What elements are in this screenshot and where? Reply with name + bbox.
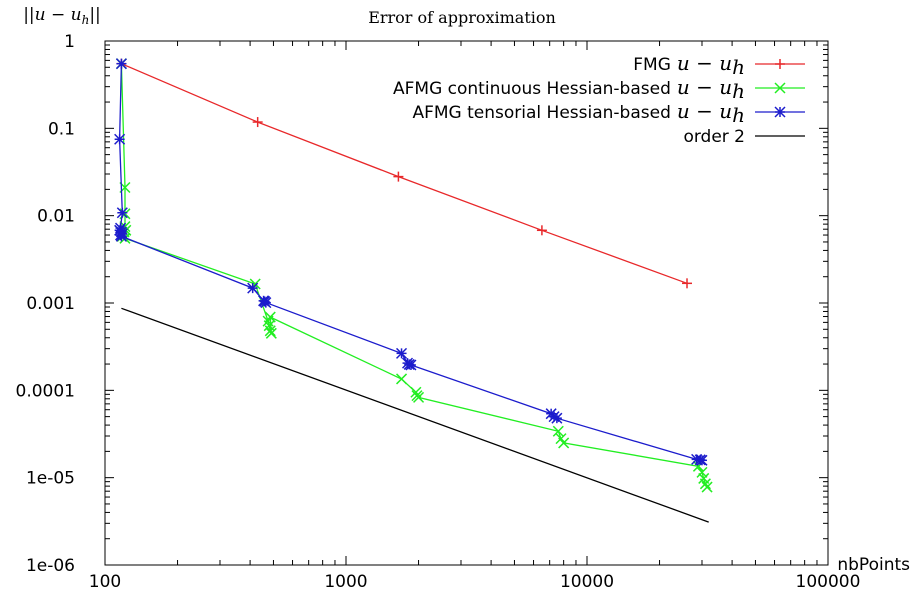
series-afmg-continuous-hessian-based [115, 58, 713, 493]
series-order-2 [121, 307, 709, 523]
series-afmg-tensorial-hessian-based [114, 58, 708, 466]
y-tick-label: 0.0001 [16, 381, 75, 401]
marker-stroke [696, 454, 708, 466]
data-point [115, 230, 127, 242]
series-line [118, 63, 703, 461]
y-tick-label: 0.1 [48, 119, 75, 139]
y-tick-label: 0.01 [37, 207, 75, 227]
marker-stroke [260, 297, 272, 309]
marker-stroke [701, 481, 713, 493]
legend-label: AFMG continuous Hessian-based u − uh [393, 75, 745, 103]
data-point [265, 327, 277, 339]
marker-stroke [265, 327, 277, 339]
legend-name: FMG [633, 55, 671, 75]
x-tick-label: 1000 [324, 572, 367, 592]
marker-stroke [558, 437, 570, 449]
data-point [260, 297, 272, 309]
x-tick-label: 10000 [560, 572, 614, 592]
marker-stroke [696, 466, 708, 478]
data-point [393, 171, 404, 182]
data-point [558, 437, 570, 449]
data-point [410, 386, 422, 398]
marker-stroke [114, 133, 126, 145]
legend-math: u − u [677, 99, 732, 123]
data-point [264, 311, 276, 323]
marker-stroke [413, 391, 425, 403]
legend-marker [775, 59, 785, 69]
data-point [682, 278, 693, 289]
data-point [405, 359, 417, 371]
data-point [701, 481, 713, 493]
legend-math-sub: h [732, 55, 745, 79]
legend-name: AFMG continuous Hessian-based [393, 79, 671, 99]
legend-marker [774, 82, 786, 94]
data-point [551, 412, 563, 424]
legend-math: u − u [677, 51, 732, 75]
marker-stroke [774, 106, 786, 118]
marker-stroke [115, 230, 127, 242]
legend-marker [774, 106, 786, 118]
x-tick-label: 100 [89, 572, 121, 592]
data-point [696, 454, 708, 466]
legend-math-sub: h [732, 79, 745, 103]
marker-stroke [116, 207, 128, 219]
marker-stroke [699, 478, 711, 490]
legend-name: AFMG tensorial Hessian-based [412, 103, 670, 123]
data-point [114, 133, 126, 145]
legend-entry: AFMG tensorial Hessian-based u − uh [412, 99, 805, 127]
marker-stroke [396, 347, 408, 359]
data-point [552, 425, 564, 437]
y-axis-label: ||u − uh|| [23, 5, 101, 27]
data-point [699, 478, 711, 490]
series-layer [114, 58, 713, 523]
marker-stroke [115, 58, 127, 70]
marker-stroke [263, 320, 275, 332]
chart-title: Error of approximation [368, 8, 556, 27]
data-point [413, 391, 425, 403]
y-tick-label: 0.001 [26, 294, 75, 314]
y-axis-label-sub: h [82, 13, 90, 27]
legend-label: FMG u − uh [633, 51, 745, 79]
marker-stroke [555, 433, 567, 445]
marker-stroke [410, 386, 422, 398]
data-point [115, 58, 127, 70]
marker-stroke [264, 311, 276, 323]
marker-stroke [774, 82, 786, 94]
plot-axes: 100 1000 10000 100000 1 0.1 0.01 0.001 0.0001 1e-… [16, 32, 861, 592]
legend-name: order 2 [683, 127, 745, 147]
x-axis-label: nbPoints [837, 555, 910, 575]
data-point [396, 347, 408, 359]
data-point [696, 466, 708, 478]
y-tick-label: 1e-06 [26, 556, 75, 576]
data-point [247, 282, 259, 294]
marker-stroke [552, 425, 564, 437]
marker-stroke [396, 373, 408, 385]
legend-math-sub: h [732, 103, 745, 127]
legend-label: order 2 [683, 127, 745, 147]
data-point [536, 225, 547, 236]
marker-stroke [247, 282, 259, 294]
legend-entry: FMG u − uh [633, 51, 805, 79]
y-tick-label: 1e-05 [26, 469, 75, 489]
y-axis-label-main: ||u − u [23, 5, 81, 25]
data-point [264, 325, 276, 337]
marker-stroke [698, 472, 710, 484]
data-point [396, 373, 408, 385]
legend-label: AFMG tensorial Hessian-based u − uh [412, 99, 745, 127]
legend-entry: AFMG continuous Hessian-based u − uh [393, 75, 805, 103]
legend-math: u − u [677, 75, 732, 99]
series-line [120, 63, 708, 488]
y-tick-label: 1 [64, 32, 75, 52]
legend-entry: order 2 [683, 127, 805, 147]
data-point [252, 117, 263, 128]
marker-stroke [264, 325, 276, 337]
series-line [121, 307, 709, 523]
data-point [116, 207, 128, 219]
x-tick-label: 100000 [796, 572, 861, 592]
marker-stroke [551, 412, 563, 424]
marker-stroke [405, 359, 417, 371]
y-axis-label-end: || [89, 5, 100, 25]
